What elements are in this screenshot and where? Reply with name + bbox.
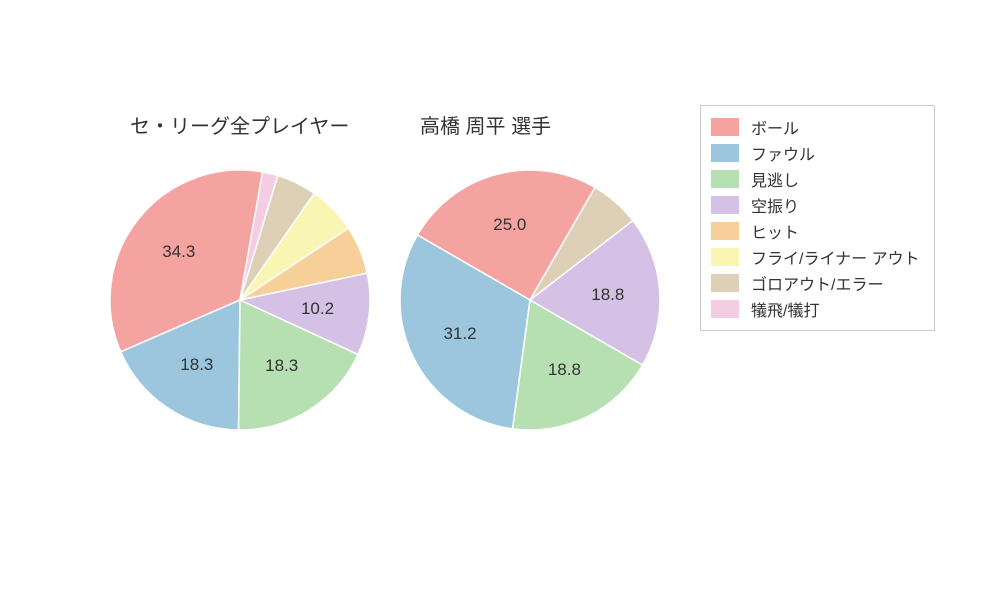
legend-item: 空振り [711, 192, 920, 218]
legend-swatch [711, 248, 739, 266]
legend-label: 空振り [751, 193, 799, 217]
legend-swatch [711, 222, 739, 240]
legend-item: ボール [711, 114, 920, 140]
legend-swatch [711, 274, 739, 292]
legend-swatch [711, 170, 739, 188]
legend-item: 見逃し [711, 166, 920, 192]
legend-item: ヒット [711, 218, 920, 244]
legend-label: ボール [751, 115, 799, 139]
pie-slice-label: 18.8 [591, 285, 624, 305]
pie-slice-label: 34.3 [162, 242, 195, 262]
chart-canvas: セ・リーグ全プレイヤー 34.3 18.3 18.3 10.2 高橋 周平 選手 25.0 3… [0, 0, 1000, 600]
legend-label: ゴロアウト/エラー [751, 271, 883, 295]
pie-slice-label: 25.0 [493, 215, 526, 235]
legend-label: ファウル [751, 141, 815, 165]
legend-swatch [711, 118, 739, 136]
legend-item: 犠飛/犠打 [711, 296, 920, 322]
pie-slice-label: 18.8 [548, 360, 581, 380]
legend-swatch [711, 196, 739, 214]
legend-label: フライ/ライナー アウト [751, 245, 920, 269]
legend-item: ゴロアウト/エラー [711, 270, 920, 296]
pie-slice-label: 10.2 [301, 299, 334, 319]
legend-label: 見逃し [751, 167, 799, 191]
legend-item: ファウル [711, 140, 920, 166]
legend-swatch [711, 144, 739, 162]
pie-slice-label: 18.3 [180, 355, 213, 375]
legend-swatch [711, 300, 739, 318]
chart-title: セ・リーグ全プレイヤー [130, 110, 349, 139]
pie-slice-label: 18.3 [265, 356, 298, 376]
pie-slice-label: 31.2 [443, 324, 476, 344]
legend: ボールファウル見逃し空振りヒットフライ/ライナー アウトゴロアウト/エラー犠飛/… [700, 105, 935, 331]
legend-label: ヒット [751, 219, 799, 243]
chart-title: 高橋 周平 選手 [420, 110, 551, 139]
legend-item: フライ/ライナー アウト [711, 244, 920, 270]
legend-label: 犠飛/犠打 [751, 297, 819, 321]
